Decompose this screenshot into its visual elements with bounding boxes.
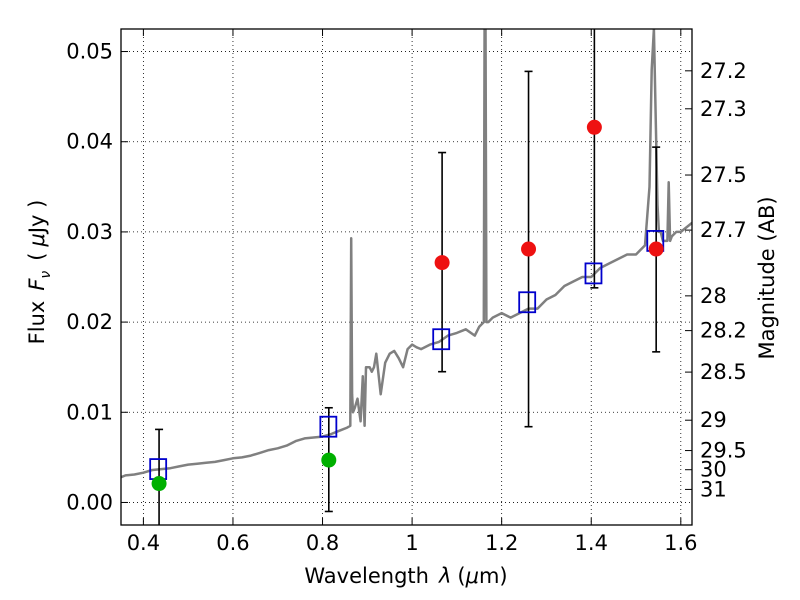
model-photometry-square <box>319 415 338 438</box>
plot-data <box>121 29 692 479</box>
model-photometry-square <box>432 328 451 351</box>
y2-tick-label: 28.2 <box>700 319 747 343</box>
x-tick-label: 0.8 <box>306 531 339 555</box>
y2-tick-label: 27.2 <box>700 59 747 83</box>
y-tick-label: 0.04 <box>66 130 113 154</box>
y2-axis-label: Magnitude (AB) <box>755 196 779 359</box>
y-axis-label: FluxFν(μJy ) <box>25 200 54 345</box>
model-photometry-square <box>584 262 603 285</box>
y2-tick-label: 28.5 <box>700 360 747 384</box>
y2-tick-label: 29.5 <box>700 439 747 463</box>
y2-tick-label: 30 <box>700 458 727 482</box>
y-tick-label: 0.01 <box>66 400 113 424</box>
detection-point <box>151 476 167 492</box>
x-axis-label: Wavelength λ (μm) <box>304 564 507 588</box>
red-data-point <box>434 255 450 271</box>
y2-tick-label: 27.5 <box>700 163 747 187</box>
red-data-point <box>521 241 537 257</box>
y-tick-label: 0.02 <box>66 310 113 334</box>
plot-background <box>121 29 692 525</box>
x-tick-label: 1 <box>405 531 418 555</box>
y-tick-label: 0.03 <box>66 220 113 244</box>
y-tick-label: 0.00 <box>66 490 113 514</box>
model-spectrum-line <box>121 29 692 479</box>
axis-ticks: 0.4 0.6 0.8 1 1.2 1.4 1.6 0.00 0.01 0.02 0.03 0.04 0… <box>66 29 747 555</box>
red-data-point <box>586 119 602 135</box>
x-tick-label: 1.2 <box>485 531 518 555</box>
markers <box>149 119 665 492</box>
y-tick-label: 0.05 <box>66 40 113 64</box>
detection-point <box>321 452 337 468</box>
x-tick-label: 0.6 <box>216 531 249 555</box>
y2-tick-label: 28 <box>700 284 727 308</box>
model-photometry-square <box>518 291 537 314</box>
y2-tick-label: 31 <box>700 477 727 501</box>
red-data-point <box>648 241 664 257</box>
y2-tick-label: 27.7 <box>700 218 747 242</box>
x-tick-label: 0.4 <box>127 531 160 555</box>
y2-tick-label: 27.3 <box>700 97 747 121</box>
y2-tick-label: 29 <box>700 408 727 432</box>
x-tick-label: 1.4 <box>575 531 608 555</box>
plot-frame <box>120 28 693 526</box>
x-tick-label: 1.6 <box>664 531 697 555</box>
